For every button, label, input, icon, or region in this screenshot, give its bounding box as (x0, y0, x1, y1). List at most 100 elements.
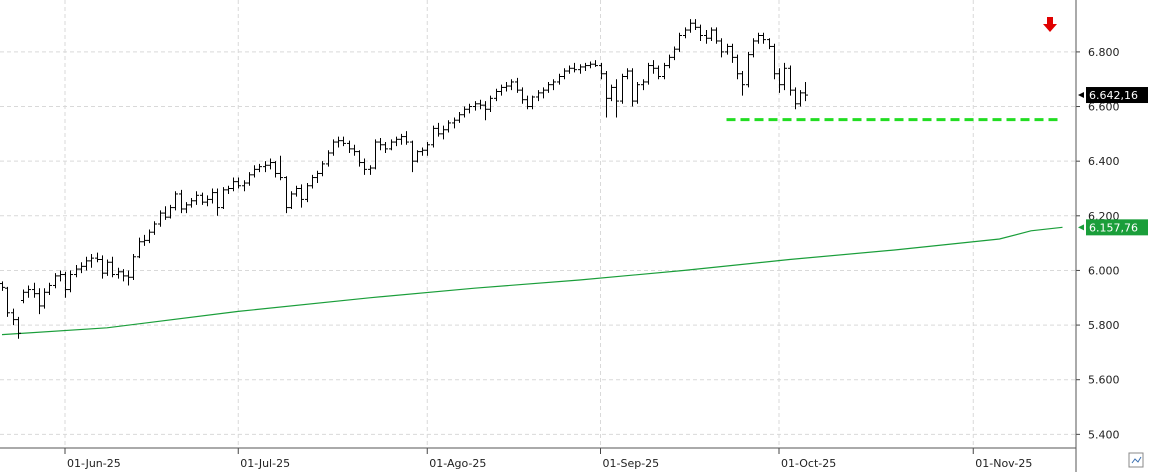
ohlc-bar (651, 60, 656, 74)
ohlc-bar (520, 87, 525, 104)
ohlc-bar (735, 54, 740, 80)
ohlc-bar (704, 30, 709, 44)
price-label-box (1086, 219, 1148, 236)
ohlc-bar (473, 101, 478, 111)
price-label-pointer (1078, 224, 1084, 231)
x-tick-label: 01-Sep-25 (603, 457, 660, 470)
y-tick-label: 6.600 (1088, 101, 1120, 114)
ohlc-bar (184, 202, 189, 214)
ohlc-bar (441, 125, 446, 140)
ohlc-bar (740, 71, 745, 96)
ohlc-bar (247, 172, 252, 186)
ohlc-bar (719, 38, 724, 58)
x-tick-label: 01-Oct-25 (781, 457, 836, 470)
ohlc-bar (368, 165, 373, 175)
price-label-text: 6.642,16 (1089, 89, 1138, 102)
ohlc-bar (100, 255, 105, 279)
ohlc-bar (362, 158, 367, 175)
ohlc-bar (110, 256, 115, 278)
ohlc-bar (683, 27, 688, 39)
ohlc-bar (714, 27, 719, 44)
ohlc-bar (126, 270, 131, 286)
ohlc-bar (667, 54, 672, 69)
ohlc-bar (751, 38, 756, 58)
ohlc-bar (536, 90, 541, 102)
ohlc-bar (803, 81, 808, 102)
ohlc-bar (562, 68, 567, 80)
ohlc-bar (530, 95, 535, 110)
ohlc-bar (231, 177, 236, 192)
ohlc-bar (625, 68, 630, 80)
ohlc-bar (578, 64, 583, 74)
ohlc-bar (289, 191, 294, 209)
ohlc-bar (294, 185, 299, 197)
x-tick-label: 01-Nov-25 (975, 457, 1032, 470)
ohlc-bar (551, 79, 556, 91)
ohlc-bar (63, 271, 68, 298)
ohlc-bar (11, 308, 16, 326)
ohlc-bar (236, 177, 241, 189)
chart-options-icon (1128, 452, 1144, 468)
ohlc-bar (121, 269, 126, 282)
ohlc-bar (352, 144, 357, 156)
ohlc-bar (572, 62, 577, 73)
ohlc-bar (105, 259, 110, 276)
ohlc-bar (798, 90, 803, 107)
ohlc-bar (315, 170, 320, 184)
ohlc-bar (777, 68, 782, 93)
ohlc-bar (284, 176, 289, 214)
ohlc-bar (646, 62, 651, 85)
ohlc-bar (504, 81, 509, 92)
ohlc-bar (761, 32, 766, 44)
ohlc-bar (21, 289, 26, 304)
ohlc-bar (53, 273, 58, 289)
x-tick-label: 01-Ago-25 (429, 457, 486, 470)
ohlc-bar (746, 51, 751, 88)
ohlc-bar (257, 163, 262, 173)
ohlc-bar (310, 174, 315, 189)
ohlc-bar (357, 150, 362, 167)
ohlc-bar (452, 117, 457, 129)
ohlc-bar (483, 101, 488, 121)
moving-average-line (1, 226, 1063, 336)
ohlc-bar (116, 267, 121, 279)
ohlc-bar (614, 79, 619, 118)
ohlc-bar (756, 32, 761, 44)
ohlc-bar (152, 221, 157, 235)
ohlc-bar (226, 185, 231, 194)
ohlc-bar (26, 285, 31, 298)
y-tick-label: 6.800 (1088, 46, 1120, 59)
ohlc-bar (546, 81, 551, 93)
ohlc-bar (656, 65, 661, 80)
ohlc-bar (583, 62, 588, 72)
ohlc-bar (383, 142, 388, 153)
ohlc-bar (515, 77, 520, 93)
ohlc-bar (131, 254, 136, 280)
ohlc-bar (37, 288, 42, 315)
price-label-text: 6.157,76 (1089, 221, 1138, 234)
ohlc-bar (494, 88, 499, 102)
ohlc-bar (399, 133, 404, 145)
ohlc-bar (599, 62, 604, 80)
ohlc-bar (0, 281, 5, 291)
ohlc-bar (42, 288, 47, 309)
ohlc-bar (436, 122, 441, 137)
ohlc-bar (205, 195, 210, 207)
ohlc-bar (677, 32, 682, 52)
y-tick-label: 5.600 (1088, 374, 1120, 387)
ohlc-bar (16, 316, 21, 339)
annotations (726, 17, 1063, 122)
ohlc-bar (378, 137, 383, 151)
ohlc-bar (179, 189, 184, 214)
ohlc-bar (389, 139, 394, 151)
ohlc-bar (641, 79, 646, 91)
ohlc-bar (74, 264, 79, 278)
x-tick-label: 01-Jul-25 (240, 457, 290, 470)
ohlc-bar (431, 125, 436, 148)
ohlc-bar (373, 139, 378, 170)
price-label-box (1086, 87, 1148, 104)
ohlc-bar (168, 204, 173, 219)
ohlc-bar (630, 68, 635, 107)
